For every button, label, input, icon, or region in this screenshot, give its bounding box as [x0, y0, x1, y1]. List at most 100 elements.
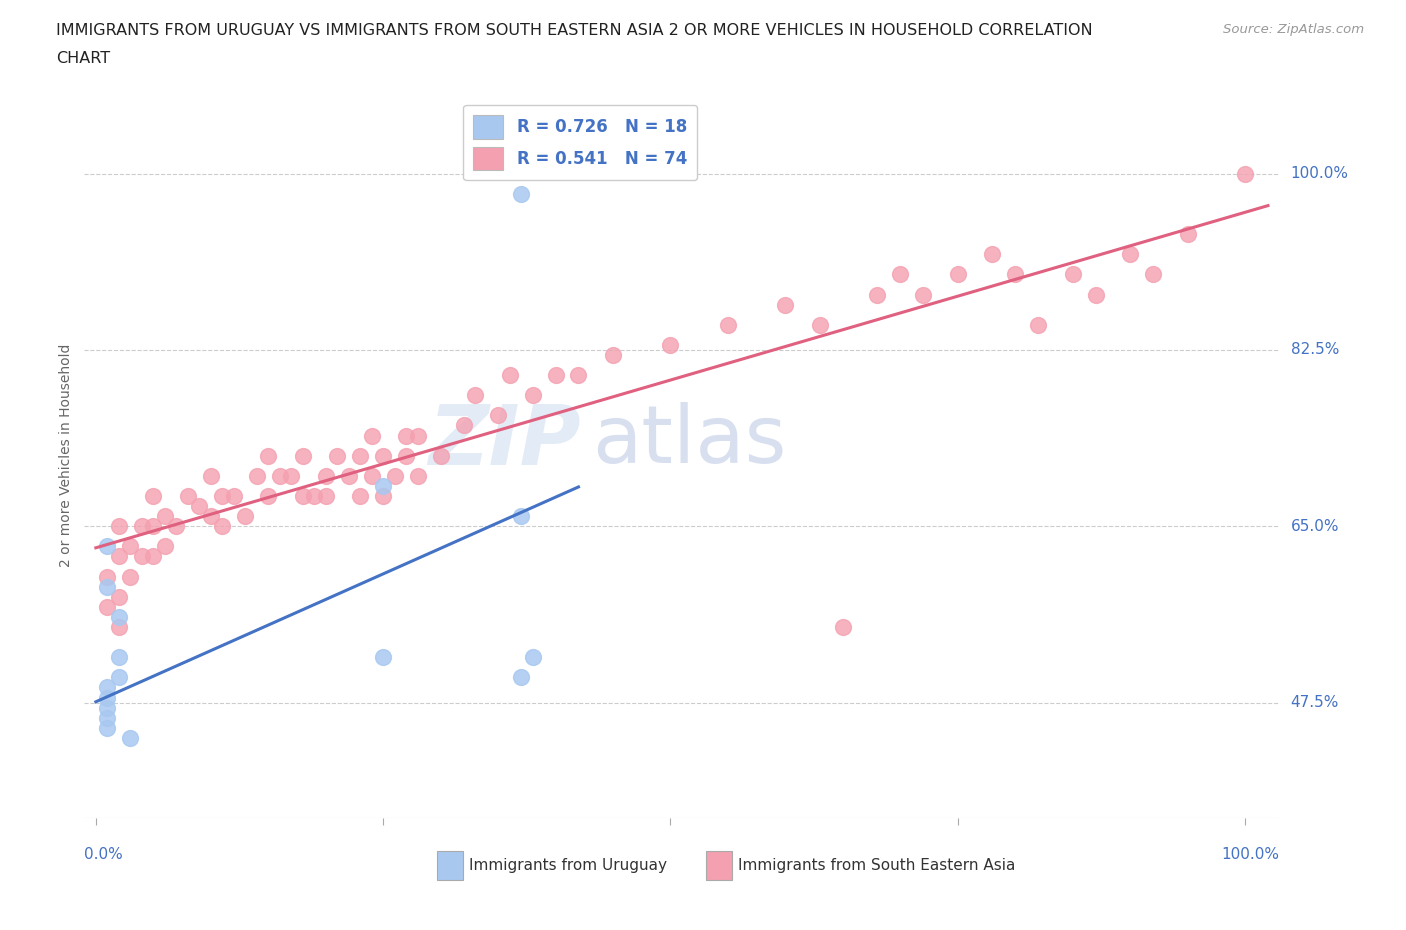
Point	[775, 298, 797, 312]
Point	[120, 569, 142, 584]
Point	[108, 590, 131, 604]
Point	[96, 721, 118, 736]
Point	[280, 469, 302, 484]
Point	[659, 338, 682, 352]
Point	[498, 367, 520, 382]
Point	[373, 650, 395, 665]
Point	[211, 519, 233, 534]
Point	[96, 700, 118, 715]
Point	[1233, 166, 1256, 181]
Point	[349, 448, 371, 463]
Point	[464, 388, 486, 403]
Point	[544, 367, 567, 382]
Point	[1084, 287, 1107, 302]
Point	[108, 650, 131, 665]
Point	[1177, 227, 1199, 242]
Point	[717, 317, 740, 332]
Text: Immigrants from South Eastern Asia: Immigrants from South Eastern Asia	[738, 858, 1015, 873]
Text: 82.5%: 82.5%	[1291, 342, 1339, 357]
Text: 65.0%: 65.0%	[1291, 519, 1339, 534]
Point	[384, 469, 406, 484]
Point	[131, 519, 153, 534]
FancyBboxPatch shape	[706, 851, 733, 880]
Point	[291, 488, 314, 503]
Point	[808, 317, 831, 332]
Text: IMMIGRANTS FROM URUGUAY VS IMMIGRANTS FROM SOUTH EASTERN ASIA 2 OR MORE VEHICLES: IMMIGRANTS FROM URUGUAY VS IMMIGRANTS FR…	[56, 23, 1092, 38]
Point	[889, 267, 911, 282]
Point	[567, 367, 589, 382]
Point	[1026, 317, 1049, 332]
Point	[981, 246, 1004, 261]
Point	[429, 448, 451, 463]
Point	[200, 469, 222, 484]
Point	[96, 680, 118, 695]
Point	[831, 619, 853, 634]
Point	[142, 549, 165, 564]
Point	[326, 448, 349, 463]
Point	[211, 488, 233, 503]
Text: 0.0%: 0.0%	[84, 847, 124, 862]
Point	[510, 186, 533, 201]
Point	[395, 428, 418, 443]
Point	[1004, 267, 1026, 282]
Text: 100.0%: 100.0%	[1291, 166, 1348, 181]
Text: Immigrants from Uruguay: Immigrants from Uruguay	[470, 858, 668, 873]
Point	[222, 488, 245, 503]
Point	[1119, 246, 1142, 261]
Point	[373, 479, 395, 494]
Point	[200, 509, 222, 524]
Text: Source: ZipAtlas.com: Source: ZipAtlas.com	[1223, 23, 1364, 36]
Point	[360, 469, 382, 484]
Point	[373, 448, 395, 463]
Point	[96, 579, 118, 594]
Point	[602, 348, 624, 363]
Point	[108, 619, 131, 634]
Point	[120, 730, 142, 745]
Point	[153, 539, 176, 554]
Point	[233, 509, 256, 524]
Point	[522, 388, 544, 403]
Point	[510, 509, 533, 524]
Point	[96, 690, 118, 705]
Point	[349, 488, 371, 503]
Point	[406, 469, 429, 484]
Point	[453, 418, 475, 433]
Point	[373, 488, 395, 503]
Point	[912, 287, 935, 302]
Point	[142, 519, 165, 534]
Point	[866, 287, 889, 302]
Y-axis label: 2 or more Vehicles in Household: 2 or more Vehicles in Household	[59, 344, 73, 567]
FancyBboxPatch shape	[437, 851, 463, 880]
Text: 47.5%: 47.5%	[1291, 695, 1339, 710]
Point	[153, 509, 176, 524]
Point	[188, 498, 211, 513]
Point	[1142, 267, 1164, 282]
Point	[302, 488, 325, 503]
Point	[522, 650, 544, 665]
Point	[395, 448, 418, 463]
Point	[257, 488, 280, 503]
Text: ZIP: ZIP	[427, 401, 581, 482]
Point	[486, 408, 509, 423]
Point	[269, 469, 291, 484]
Point	[165, 519, 187, 534]
Point	[108, 670, 131, 684]
Point	[315, 469, 337, 484]
Point	[177, 488, 200, 503]
Point	[120, 539, 142, 554]
Legend: R = 0.726   N = 18, R = 0.541   N = 74: R = 0.726 N = 18, R = 0.541 N = 74	[463, 105, 697, 180]
Point	[96, 569, 118, 584]
Point	[291, 448, 314, 463]
Point	[337, 469, 360, 484]
Point	[406, 428, 429, 443]
Point	[96, 539, 118, 554]
Point	[1062, 267, 1084, 282]
Point	[510, 670, 533, 684]
Point	[257, 448, 280, 463]
Point	[246, 469, 269, 484]
Point	[946, 267, 969, 282]
Point	[142, 488, 165, 503]
Point	[108, 609, 131, 624]
Point	[96, 711, 118, 725]
Point	[360, 428, 382, 443]
